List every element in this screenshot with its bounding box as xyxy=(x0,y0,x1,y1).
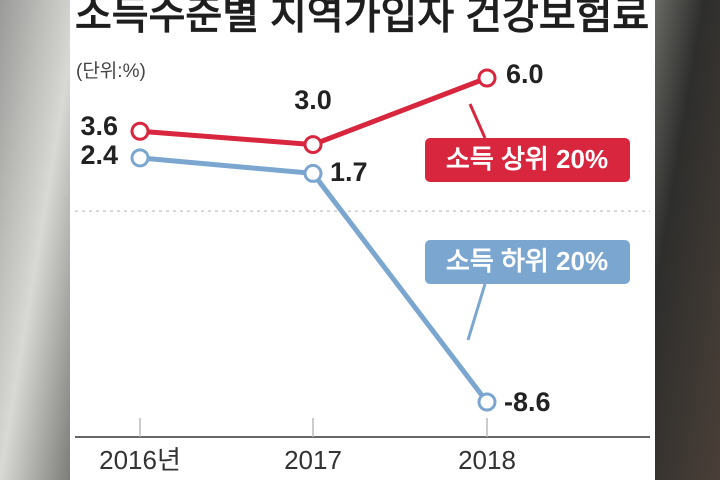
x-tick-label: 2016년 xyxy=(99,445,181,475)
value-label: 3.6 xyxy=(80,111,118,141)
chart-title: 소득수준별 지역가입자 건강보험료 xyxy=(75,0,649,38)
x-tick-label: 2018 xyxy=(458,445,516,475)
value-label: 1.7 xyxy=(330,157,368,187)
legend-pointer xyxy=(468,103,487,139)
x-tick-label: 2017 xyxy=(284,445,342,475)
value-label: 6.0 xyxy=(506,59,544,89)
value-label: 3.0 xyxy=(294,85,332,115)
legend-label: 소득 하위 20% xyxy=(446,246,608,276)
legend-box xyxy=(425,138,630,182)
point xyxy=(477,68,497,88)
background-photo xyxy=(0,0,80,480)
legend-label: 소득 상위 20% xyxy=(446,144,608,174)
point xyxy=(130,148,150,168)
unit-label: (단위:%) xyxy=(76,60,146,82)
point xyxy=(130,121,150,141)
value-label: -8.6 xyxy=(504,387,551,417)
legend-box xyxy=(425,240,630,284)
point xyxy=(303,163,323,183)
legend-pointer xyxy=(466,283,487,341)
point xyxy=(477,392,497,412)
value-label: 2.4 xyxy=(80,140,118,170)
point xyxy=(303,135,323,155)
